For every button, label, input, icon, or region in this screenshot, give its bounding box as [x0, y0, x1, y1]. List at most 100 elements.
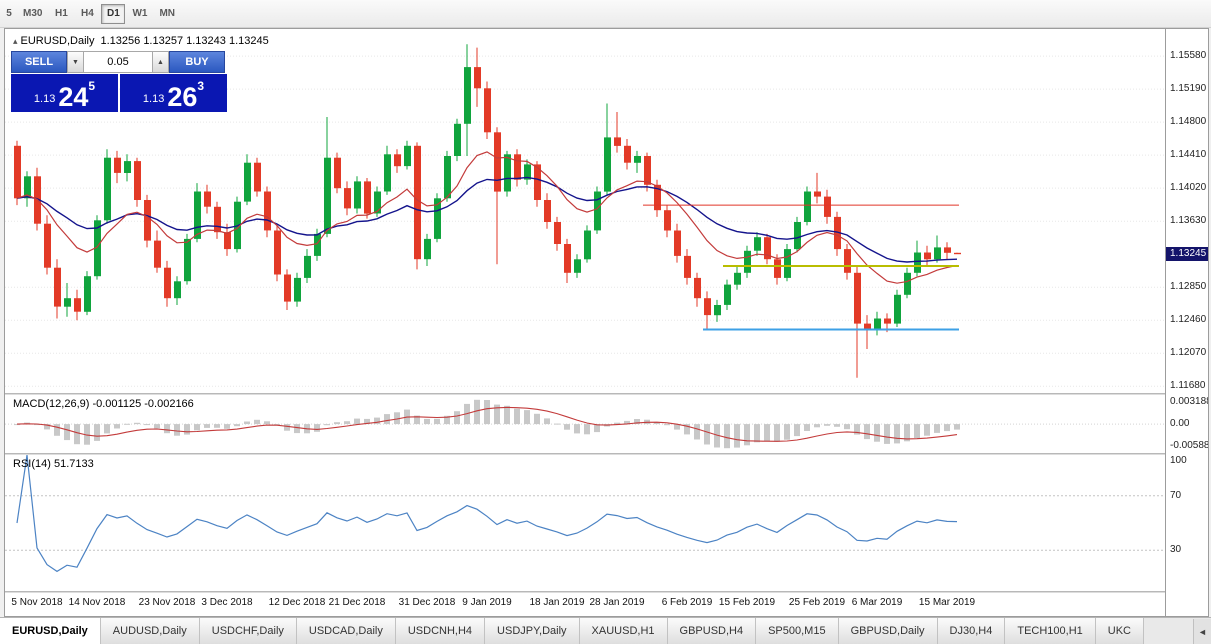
candle-body — [934, 247, 941, 260]
candle-body — [654, 184, 661, 211]
candle-body — [594, 191, 601, 231]
buy-button[interactable]: BUY — [169, 51, 225, 73]
candle-body — [854, 272, 861, 324]
timeframe-button-mn[interactable]: MN — [154, 4, 180, 24]
candle-body — [444, 156, 451, 199]
timeframe-button-h4[interactable]: H4 — [75, 4, 99, 24]
candle-body — [104, 157, 111, 221]
candle-body — [924, 252, 931, 260]
candle-body — [824, 196, 831, 217]
timeframe-button-d1[interactable]: D1 — [101, 3, 126, 24]
chart-tab-usdjpy-daily[interactable]: USDJPY,Daily — [485, 618, 580, 644]
candle-body — [834, 216, 841, 250]
axis-label: 1.14800 — [1170, 116, 1207, 128]
candle-body — [814, 191, 821, 197]
candle-body — [514, 154, 521, 180]
date-axis-label: 14 Nov 2018 — [68, 597, 126, 608]
price-chart-canvas[interactable] — [5, 29, 1165, 393]
candle-body — [554, 222, 561, 244]
chart-tab-bar: EURUSD,Daily AUDUSD,Daily USDCHF,Daily USDC… — [0, 617, 1211, 644]
date-axis-label: 18 Jan 2019 — [529, 597, 585, 608]
candle-body — [724, 284, 731, 305]
candle-body — [374, 191, 381, 214]
chart-tab-gbpusd-h4[interactable]: GBPUSD,H4 — [667, 618, 757, 644]
candle-body — [604, 137, 611, 192]
candle-body — [634, 156, 641, 163]
collapse-chart-icon[interactable]: ▴ — [13, 36, 18, 46]
chart-tab-gbpusd-daily[interactable]: GBPUSD,Daily — [838, 618, 938, 644]
candle-body — [124, 161, 131, 173]
candle-body — [894, 294, 901, 324]
volume-increase-button[interactable]: ▲ — [152, 51, 169, 73]
chart-tab-xauusd-h1[interactable]: XAUUSD,H1 — [579, 618, 668, 644]
candle-body — [264, 191, 271, 231]
axis-label: 30 — [1170, 544, 1182, 556]
chart-tab-usdchf-daily[interactable]: USDCHF,Daily — [199, 618, 297, 644]
date-axis[interactable]: 5 Nov 2018 14 Nov 2018 23 Nov 2018 3 Dec 20… — [5, 593, 1165, 616]
candle-body — [14, 145, 21, 199]
candle-body — [624, 145, 631, 163]
candle-body — [424, 238, 431, 260]
rsi-indicator-label: RSI(14) 51.7133 — [13, 458, 94, 470]
chart-tab-dj30-h4[interactable]: DJ30,H4 — [937, 618, 1006, 644]
date-axis-label: 25 Feb 2019 — [788, 597, 846, 608]
candle-body — [644, 156, 651, 185]
sell-button[interactable]: SELL — [11, 51, 67, 73]
candle-body — [704, 298, 711, 316]
candle-body — [204, 191, 211, 207]
candle-body — [434, 198, 441, 239]
chart-tab-sp500-m15[interactable]: SP500,M15 — [756, 618, 839, 644]
sell-price-big: 24 — [58, 82, 89, 113]
price-axis[interactable]: 1.13245 1.15580 1.15190 1.14800 1.14410 1.14… — [1165, 29, 1208, 616]
chart-tab-usdcnh-h4[interactable]: USDCNH,H4 — [395, 618, 486, 644]
timeframe-button-5[interactable]: 5 — [2, 4, 16, 24]
candle-body — [884, 318, 891, 324]
chart-tab-ukc[interactable]: UKC — [1095, 618, 1144, 644]
candle-body — [864, 323, 871, 329]
candle-body — [344, 188, 351, 209]
candle-body — [464, 67, 471, 124]
candle-body — [154, 240, 161, 268]
window-separator[interactable] — [5, 453, 1208, 455]
candle-body — [494, 132, 501, 192]
price-gridlines — [5, 55, 1165, 387]
chart-tab-eurusd-daily[interactable]: EURUSD,Daily — [0, 618, 101, 644]
candle-body — [274, 230, 281, 275]
ema-fast-line — [16, 151, 958, 284]
buy-price-display[interactable]: 1.13 26 3 — [120, 74, 227, 112]
candle-body — [584, 230, 591, 260]
timeframe-button-m30[interactable]: M30 — [18, 4, 47, 24]
candle-body — [674, 230, 681, 256]
rsi-indicator-canvas — [5, 455, 1165, 573]
timeframe-button-h1[interactable]: H1 — [49, 4, 73, 24]
candle-body — [614, 137, 621, 146]
window-separator[interactable] — [5, 393, 1208, 395]
chart-tab-audusd-daily[interactable]: AUDUSD,Daily — [100, 618, 200, 644]
candle-body — [734, 272, 741, 285]
sell-price-prefix: 1.13 — [33, 93, 56, 105]
candle-body — [144, 200, 151, 241]
volume-decrease-button[interactable]: ▼ — [67, 51, 84, 73]
date-axis-label: 23 Nov 2018 — [138, 597, 196, 608]
tab-scroll-left-button[interactable]: ◄ — [1193, 619, 1211, 644]
volume-input[interactable] — [84, 51, 152, 73]
candle-body — [44, 223, 51, 268]
date-axis-label: 28 Jan 2019 — [589, 597, 645, 608]
candle-body — [544, 200, 551, 222]
chart-tab-usdcad-daily[interactable]: USDCAD,Daily — [296, 618, 396, 644]
candle-body — [134, 161, 141, 200]
candle-body — [774, 259, 781, 278]
candle-body — [84, 276, 91, 312]
macd-indicator-label: MACD(12,26,9) -0.001125 -0.002166 — [13, 398, 194, 410]
chart-tab-tech100-h1[interactable]: TECH100,H1 — [1005, 618, 1096, 644]
timeframe-button-w1[interactable]: W1 — [127, 4, 152, 24]
sell-price-sup: 5 — [88, 79, 96, 93]
sell-price-display[interactable]: 1.13 24 5 — [11, 74, 118, 112]
axis-label: 70 — [1170, 489, 1182, 501]
candle-body — [184, 238, 191, 282]
candle-body — [694, 277, 701, 299]
date-axis-label: 21 Dec 2018 — [328, 597, 386, 608]
macd-signal-line — [16, 406, 958, 442]
chart-symbol-label: EURUSD,Daily — [20, 35, 95, 47]
